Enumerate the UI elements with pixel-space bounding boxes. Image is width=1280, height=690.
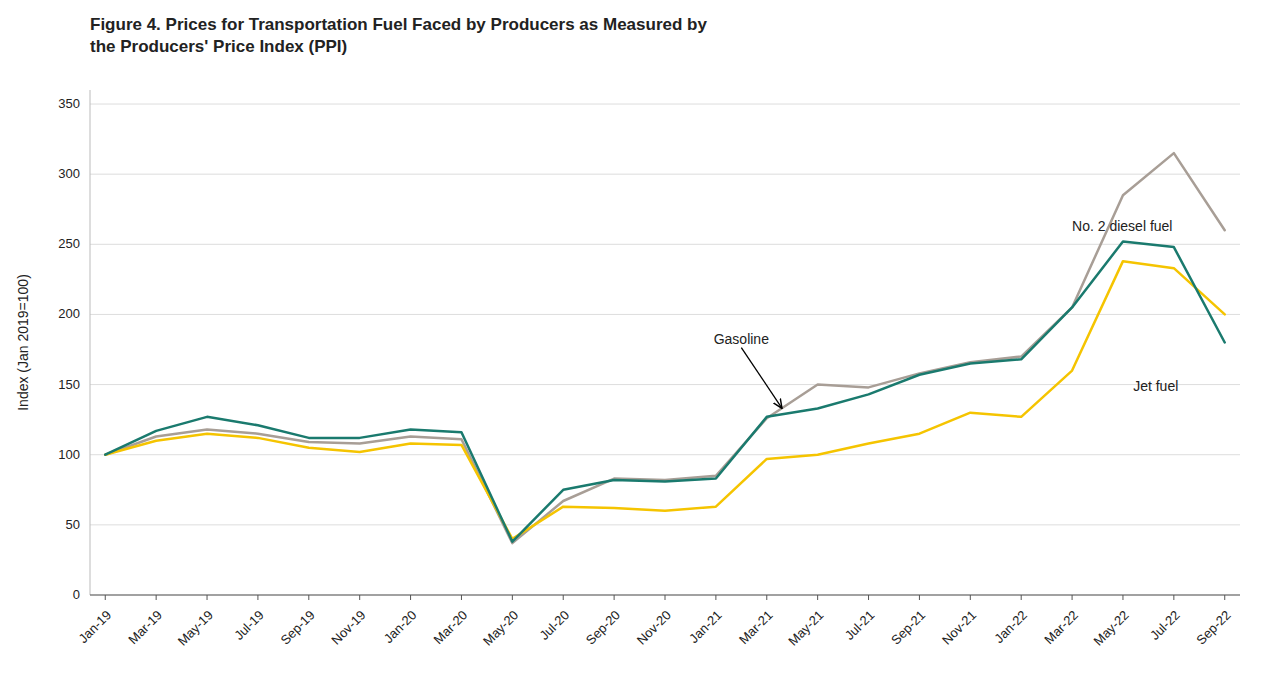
x-tick-label: Nov-21 — [939, 607, 979, 647]
x-tick-label: Mar-19 — [125, 607, 165, 647]
y-tick-label: 50 — [66, 517, 80, 532]
x-tick — [257, 595, 258, 600]
y-tick-label: 350 — [58, 96, 80, 111]
x-tick — [970, 595, 971, 600]
annotation: Jet fuel — [1133, 378, 1178, 394]
x-tick-label: Jan-21 — [686, 607, 725, 646]
x-tick — [156, 595, 157, 600]
y-tick-label: 200 — [58, 306, 80, 321]
x-tick-label: Jan-22 — [991, 607, 1030, 646]
y-tick-label: 0 — [73, 587, 80, 602]
chart: Figure 4. Prices for Transportation Fuel… — [0, 0, 1280, 690]
x-tick — [563, 595, 564, 600]
x-tick — [715, 595, 716, 600]
series-line — [105, 261, 1224, 539]
grid-line — [90, 174, 1240, 175]
y-tick-label: 300 — [58, 166, 80, 181]
grid-line — [90, 454, 1240, 455]
x-tick — [1173, 595, 1174, 600]
x-tick — [1122, 595, 1123, 600]
x-tick-label: Sep-19 — [277, 607, 317, 647]
x-tick-label: Nov-20 — [634, 607, 674, 647]
y-tick-label: 150 — [58, 377, 80, 392]
x-tick-label: Mar-21 — [736, 607, 776, 647]
grid-line — [90, 524, 1240, 525]
x-tick-label: May-22 — [1091, 607, 1132, 648]
series-line — [105, 153, 1224, 543]
x-tick-label: Jan-19 — [75, 607, 114, 646]
grid-line — [90, 104, 1240, 105]
annotation: No. 2 diesel fuel — [1072, 218, 1172, 234]
x-tick-label: Jul-19 — [231, 607, 267, 643]
x-tick — [614, 595, 615, 600]
x-tick — [1224, 595, 1225, 600]
x-tick-label: Jul-20 — [536, 607, 572, 643]
x-tick — [1021, 595, 1022, 600]
x-tick-label: May-19 — [175, 607, 216, 648]
x-tick-label: Mar-20 — [431, 607, 471, 647]
series-line — [105, 242, 1224, 542]
x-tick — [817, 595, 818, 600]
plot-area — [105, 153, 1224, 543]
x-tick — [359, 595, 360, 600]
grid — [90, 104, 1240, 595]
grid-line — [90, 384, 1240, 385]
x-tick — [868, 595, 869, 600]
x-tick-label: Mar-22 — [1041, 607, 1081, 647]
y-tick-label: 250 — [58, 236, 80, 251]
x-tick — [308, 595, 309, 600]
x-tick — [919, 595, 920, 600]
y-axis-line — [90, 90, 91, 595]
grid-line — [90, 244, 1240, 245]
x-tick-label: May-21 — [785, 607, 826, 648]
x-tick-label: Sep-22 — [1193, 607, 1233, 647]
title: Figure 4. Prices for Transportation Fuel… — [90, 15, 707, 56]
x-tick — [461, 595, 462, 600]
x-tick — [512, 595, 513, 600]
x-tick — [766, 595, 767, 600]
x-tick — [105, 595, 106, 600]
x-tick-label: Jul-22 — [1147, 607, 1183, 643]
annotation-arrow — [741, 348, 782, 409]
y-axis-label: Index (Jan 2019=100) — [15, 274, 31, 411]
annotation: Gasoline — [714, 331, 769, 347]
x-tick-label: Sep-20 — [583, 607, 623, 647]
x-tick-label: Sep-21 — [888, 607, 928, 647]
x-tick-label: Jul-21 — [842, 607, 878, 643]
x-tick-label: Jan-20 — [381, 607, 420, 646]
grid-line — [90, 314, 1240, 315]
x-tick — [410, 595, 411, 600]
x-tick-label: Nov-19 — [328, 607, 368, 647]
x-tick — [665, 595, 666, 600]
x-tick-label: May-20 — [480, 607, 521, 648]
y-tick-label: 100 — [58, 447, 80, 462]
x-tick — [207, 595, 208, 600]
x-tick — [1072, 595, 1073, 600]
